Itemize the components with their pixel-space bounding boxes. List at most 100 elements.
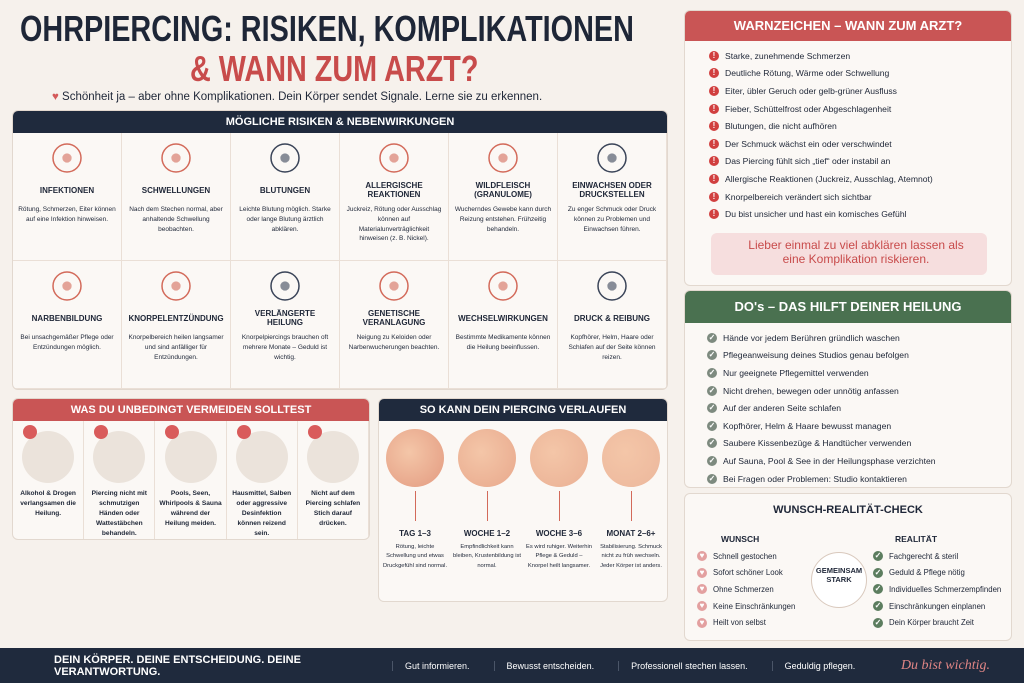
list-item: ✓ Auf der anderen Seite schlafen	[707, 399, 1011, 417]
stage-label: MONAT 2–6+	[606, 529, 656, 538]
risk-text: Knorpelpiercings brauchen oft mehrere Mo…	[241, 334, 329, 361]
avoid-item: Alkohol & Drogen verlangsamen die Heilun…	[13, 421, 85, 539]
stage: TAG 1–3 Rötung, leichte Schwellung und et…	[379, 421, 451, 601]
risk-title: BLUTUNGEN	[259, 185, 311, 195]
stage-label: WOCHE 3–6	[535, 529, 583, 538]
icon	[597, 271, 627, 301]
list-item: ✓ Dein Körper braucht Zeit	[873, 614, 1001, 631]
bullet: ✓	[707, 473, 717, 484]
risk-text: Neigung zu Keloiden oder Narbenwucherung…	[348, 334, 440, 351]
arrow	[558, 491, 560, 521]
bullet: ♥	[697, 601, 707, 612]
bullet: !	[709, 121, 719, 132]
item-text: Geduld & Pflege nötig	[889, 568, 965, 578]
bullet: !	[709, 85, 719, 96]
item-text: Das Piercing fühlt sich „tief“ oder inst…	[725, 156, 891, 167]
risk-text: Juckreiz, Rötung oder Ausschlag können a…	[346, 206, 442, 243]
center-badge: GEMEINSAM STARK	[811, 552, 867, 608]
item-text: Auf der anderen Seite schlafen	[723, 403, 842, 414]
icon	[379, 271, 409, 301]
footer-item: Professionell stechen lassen.	[618, 660, 748, 671]
item-text: Eiter, übler Geruch oder gelb-grüner Aus…	[725, 85, 897, 96]
risk-cell: INFEKTIONEN Rötung, Schmerzen, Eiter könn…	[13, 133, 122, 261]
list-item: ♥ Keine Einschränkungen	[697, 598, 795, 615]
bullet: ✓	[707, 420, 717, 431]
risk-cell: VERLÄNGERTE HEILUNG Knorpelpiercings brau…	[231, 261, 340, 389]
list-item: ! Deutliche Rötung, Wärme oder Schwellung	[709, 65, 1011, 83]
callout: Lieber einmal zu viel abklären lassen al…	[711, 233, 987, 275]
avoid-text: Pools, Seen, Whirlpools & Sauna während …	[159, 490, 222, 527]
item-text: Pflegeanweisung deines Studios genau bef…	[723, 350, 909, 361]
risk-cell: WECHSELWIRKUNGEN Bestimmte Medikamente kö…	[449, 261, 558, 389]
footer: DEIN KÖRPER. DEINE ENTSCHEIDUNG. DEINE V…	[0, 648, 1024, 683]
item-text: Sofort schöner Look	[713, 568, 783, 578]
icon	[161, 271, 191, 301]
heading: SO KANN DEIN PIERCING VERLAUFEN	[379, 399, 667, 421]
risk-cell: KNORPELENTZÜNDUNG Knorpelbereich heilen l…	[122, 261, 231, 389]
icon	[270, 143, 300, 173]
risk-cell: BLUTUNGEN Leichte Blutung möglich. Starke…	[231, 133, 340, 261]
list-item: ! Starke, zunehmende Schmerzen	[709, 47, 1011, 65]
ear-image	[602, 429, 660, 487]
stage-label: WOCHE 1–2	[463, 529, 511, 538]
icon	[161, 143, 191, 173]
avoid-image	[235, 431, 288, 483]
heading: WUNSCH-REALITÄT-CHECK	[773, 504, 923, 516]
footer-item: Geduldig pflegen.	[771, 660, 855, 671]
footer-items: Gut informieren. Bewusst entscheiden. Prof…	[392, 660, 855, 671]
item-text: Auf Sauna, Pool & See in der Heilungspha…	[723, 455, 936, 466]
risk-title: WILDFLEISCH (GRANULOME)	[474, 181, 532, 199]
avoid-text: Hausmittel, Salben oder aggressive Desin…	[232, 490, 292, 537]
heart-icon: ♥	[52, 91, 59, 103]
bullet: ✓	[873, 567, 883, 578]
list-item: ! Der Schmuck wächst ein oder verschwinde…	[709, 135, 1011, 153]
bullet: ✓	[707, 332, 717, 343]
item-text: Dein Körper braucht Zeit	[889, 618, 974, 628]
risk-cell: GENETISCHE VERANLAGUNG Neigung zu Keloide…	[340, 261, 449, 389]
item-text: Kopfhörer, Helm & Haare bewusst managen	[723, 420, 892, 431]
heading: WAS DU UNBEDINGT VERMEIDEN SOLLTEST	[13, 399, 369, 421]
item-text: Heilt von selbst	[713, 618, 766, 628]
bullet: ✓	[707, 385, 717, 396]
title: OHRPIERCING: RISIKEN, KOMPLIKATIONEN	[20, 8, 634, 49]
ear-image	[458, 429, 516, 487]
wish-heading: WUNSCH	[721, 534, 760, 544]
bullet: ✓	[873, 551, 883, 562]
stage: MONAT 2–6+ Stabilisierung. Schmuck nicht …	[595, 421, 667, 601]
risk-title: GENETISCHE VERANLAGUNG	[362, 309, 426, 327]
bullet: ✓	[873, 584, 883, 595]
title: & WANN ZUM ARZT?	[190, 48, 479, 89]
stage-text: Rötung, leichte Schwellung und etwas Dru…	[382, 544, 448, 569]
risk-title: NARBENBILDUNG	[31, 313, 103, 323]
risk-text: Knorpelbereich heilen langsamer und sind…	[128, 334, 224, 361]
bullet: !	[709, 68, 719, 79]
item-text: Nicht drehen, bewegen oder unnötig anfas…	[723, 385, 899, 396]
list-item: ✓ Pflegeanweisung deines Studios genau be…	[707, 347, 1011, 365]
list-item: ✓ Saubere Kissenbezüge & Handtücher verwe…	[707, 435, 1011, 453]
icon	[488, 143, 518, 173]
list-item: ♥ Heilt von selbst	[697, 614, 795, 631]
risk-cell: NARBENBILDUNG Bei unsachgemäßer Pflege od…	[13, 261, 122, 389]
item-text: Fachgerecht & steril	[889, 551, 959, 561]
bullet: !	[709, 156, 719, 167]
risk-cell: EINWACHSEN ODER DRUCKSTELLEN Zu enger Sch…	[558, 133, 667, 261]
risk-text: Wucherndes Gewebe kann durch Reizung ent…	[454, 206, 552, 233]
list-item: ✓ Hände vor jedem Berühren gründlich wasc…	[707, 329, 1011, 347]
avoid-item: Hausmittel, Salben oder aggressive Desin…	[227, 421, 298, 539]
bullet: ✓	[707, 350, 717, 361]
bullet: ♥	[697, 551, 707, 562]
x-badge	[23, 425, 37, 439]
bullet: !	[709, 173, 719, 184]
item-text: Du bist unsicher und hast ein komisches …	[725, 209, 907, 220]
item-text: Einschränkungen einplanen	[889, 601, 986, 611]
stage-text: Empfindlichkeit kann bleiben, Krustenbil…	[453, 544, 521, 569]
avoid-item: Piercing nicht mit schmutzigen Händen od…	[84, 421, 156, 539]
bullet: ✓	[873, 601, 883, 612]
bullet: ✓	[707, 403, 717, 414]
bullet: ✓	[707, 455, 717, 466]
risk-title: WECHSELWIRKUNGEN	[458, 313, 548, 323]
risks-panel: MÖGLICHE RISIKEN & NEBENWIRKUNGEN INFEKT…	[12, 110, 668, 390]
stage-text: Es wird ruhiger. Weiterhin Pflege & Gedu…	[526, 544, 592, 569]
arrow	[630, 491, 632, 521]
